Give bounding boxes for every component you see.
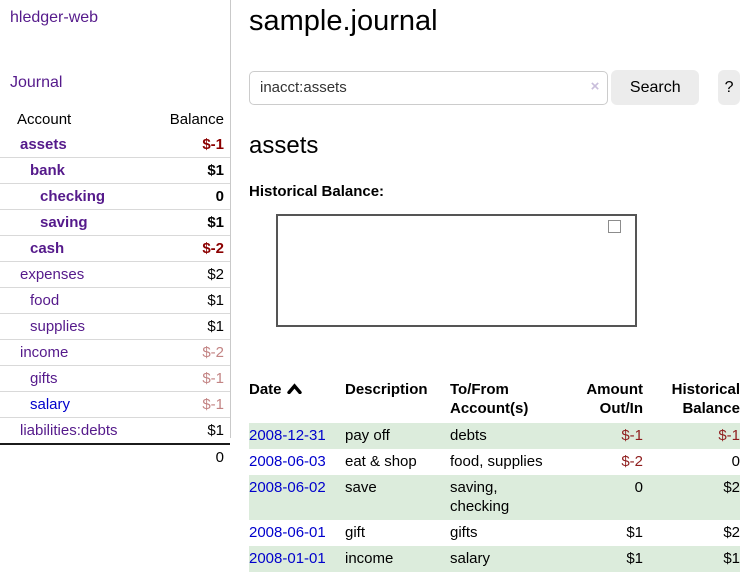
- transaction-accounts: gifts: [450, 524, 478, 541]
- transaction-balance: $2: [723, 479, 740, 496]
- transaction-row: 2008-01-01 income salary $1 $1: [249, 546, 740, 572]
- balance-chart: [249, 214, 740, 356]
- account-row: liabilities:debts $1: [0, 417, 230, 443]
- transaction-accounts: debts: [450, 427, 487, 444]
- account-row: bank $1: [0, 157, 230, 183]
- account-balance: $1: [207, 162, 224, 179]
- transaction-amount: $-1: [621, 427, 643, 444]
- transaction-accounts: salary: [450, 550, 491, 567]
- transaction-balance: 0: [731, 453, 740, 470]
- account-row: income $-2: [0, 339, 230, 365]
- transaction-date-link[interactable]: 2008-06-03: [249, 453, 326, 470]
- account-link-liabilities-debts[interactable]: liabilities:debts: [20, 422, 118, 439]
- col-header-date[interactable]: Date: [249, 378, 345, 423]
- accounts-table-header: Account Balance: [0, 107, 230, 132]
- transaction-description: income: [345, 550, 394, 567]
- account-link-food[interactable]: food: [30, 292, 60, 309]
- help-button[interactable]: ?: [718, 70, 740, 105]
- account-link-checking[interactable]: checking: [40, 188, 106, 205]
- account-link-supplies[interactable]: supplies: [30, 318, 86, 335]
- col-header-accounts: To/From Account(s): [450, 381, 529, 417]
- account-balance: $-2: [202, 240, 224, 257]
- col-header-balance: Historical Balance: [671, 381, 740, 417]
- transaction-accounts: food, supplies: [450, 453, 543, 470]
- account-link-expenses[interactable]: expenses: [20, 266, 85, 283]
- account-row: gifts $-1: [0, 365, 230, 391]
- transaction-date-link[interactable]: 2008-01-01: [249, 550, 326, 567]
- account-link-cash[interactable]: cash: [30, 240, 65, 257]
- account-balance: $1: [207, 214, 224, 231]
- account-link-assets[interactable]: assets: [20, 136, 67, 153]
- accounts-col-account: Account: [17, 111, 72, 128]
- search-input[interactable]: [249, 70, 609, 105]
- account-row: saving $1: [0, 209, 230, 235]
- register-table: Date Description To/From Account(s) Amount Ou…: [249, 378, 740, 572]
- account-balance: $-1: [202, 396, 224, 413]
- account-row: salary $-1: [0, 391, 230, 417]
- col-header-amount: Amount Out/In: [586, 381, 643, 417]
- transaction-date-link[interactable]: 2008-06-01: [249, 524, 326, 541]
- account-link-gifts[interactable]: gifts: [30, 370, 58, 387]
- transaction-row: 2008-06-01 gift gifts $1 $2: [249, 520, 740, 546]
- account-link-saving[interactable]: saving: [40, 214, 88, 231]
- account-balance: 0: [215, 188, 224, 205]
- transaction-date-link[interactable]: 2008-12-31: [249, 427, 326, 444]
- account-row: cash $-2: [0, 235, 230, 261]
- account-row: food $1: [0, 287, 230, 313]
- transaction-row: 2008-12-31 pay off debts $-1 $-1: [249, 423, 740, 449]
- transaction-description: eat & shop: [345, 453, 417, 470]
- account-row: expenses $2: [0, 261, 230, 287]
- account-row: checking 0: [0, 183, 230, 209]
- col-header-description: Description: [345, 381, 428, 398]
- transaction-amount: 0: [634, 479, 643, 496]
- transaction-row: 2008-06-03 eat & shop food, supplies $-2 0: [249, 449, 740, 475]
- account-balance: $1: [207, 318, 224, 335]
- transaction-balance: $-1: [718, 427, 740, 444]
- chart-plot-area: [276, 214, 637, 327]
- search-button[interactable]: Search: [611, 70, 700, 105]
- main-content: sample.journal × Search ? assets Histori…: [249, 0, 740, 572]
- sidebar: hledger-web Journal Account Balance asse…: [0, 0, 231, 466]
- account-balance: $1: [207, 422, 224, 439]
- account-balance: $-2: [202, 344, 224, 361]
- account-balance: $-1: [202, 370, 224, 387]
- account-row: supplies $1: [0, 313, 230, 339]
- legend-swatch: [608, 220, 621, 233]
- transaction-accounts: saving, checking: [450, 479, 510, 515]
- transaction-description: save: [345, 479, 377, 496]
- transaction-date-link[interactable]: 2008-06-02: [249, 479, 326, 496]
- transaction-amount: $1: [626, 550, 643, 567]
- account-heading: assets: [249, 132, 319, 159]
- sort-ascending-icon: [286, 383, 302, 395]
- accounts-table: Account Balance assets $-1 bank $1 checking 0…: [0, 107, 230, 470]
- clear-search-icon[interactable]: ×: [590, 77, 600, 95]
- transaction-description: gift: [345, 524, 366, 541]
- sidebar-item-journal[interactable]: Journal: [10, 74, 63, 91]
- search-form: × Search ?: [249, 70, 740, 105]
- account-row: assets $-1: [0, 132, 230, 157]
- transaction-balance: $2: [723, 524, 740, 541]
- transaction-amount: $1: [626, 524, 643, 541]
- chart-legend: [608, 220, 622, 233]
- transaction-description: pay off: [345, 427, 390, 444]
- account-link-bank[interactable]: bank: [30, 162, 66, 179]
- account-link-income[interactable]: income: [20, 344, 69, 361]
- accounts-total-row: 0: [0, 443, 230, 470]
- transaction-row: 2008-06-02 save saving, checking 0 $2: [249, 475, 740, 520]
- app-brand-link[interactable]: hledger-web: [10, 9, 99, 26]
- accounts-col-balance: Balance: [169, 111, 224, 128]
- account-balance: $1: [207, 292, 224, 309]
- page-title: sample.journal: [249, 5, 438, 37]
- account-link-salary[interactable]: salary: [30, 396, 71, 413]
- accounts-total-value: 0: [215, 449, 224, 466]
- transaction-balance: $1: [723, 550, 740, 567]
- chart-title: Historical Balance:: [249, 183, 385, 200]
- account-balance: $-1: [202, 136, 224, 153]
- transaction-amount: $-2: [621, 453, 643, 470]
- account-balance: $2: [207, 266, 224, 283]
